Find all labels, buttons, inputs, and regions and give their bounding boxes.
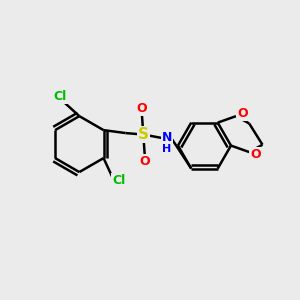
Text: Cl: Cl: [112, 174, 125, 187]
Text: O: O: [140, 154, 150, 167]
Text: O: O: [250, 148, 261, 161]
Text: Cl: Cl: [54, 91, 67, 103]
Text: O: O: [136, 101, 147, 115]
Text: O: O: [237, 107, 248, 120]
Text: H: H: [162, 144, 172, 154]
Text: S: S: [138, 127, 149, 142]
Text: N: N: [162, 131, 172, 144]
